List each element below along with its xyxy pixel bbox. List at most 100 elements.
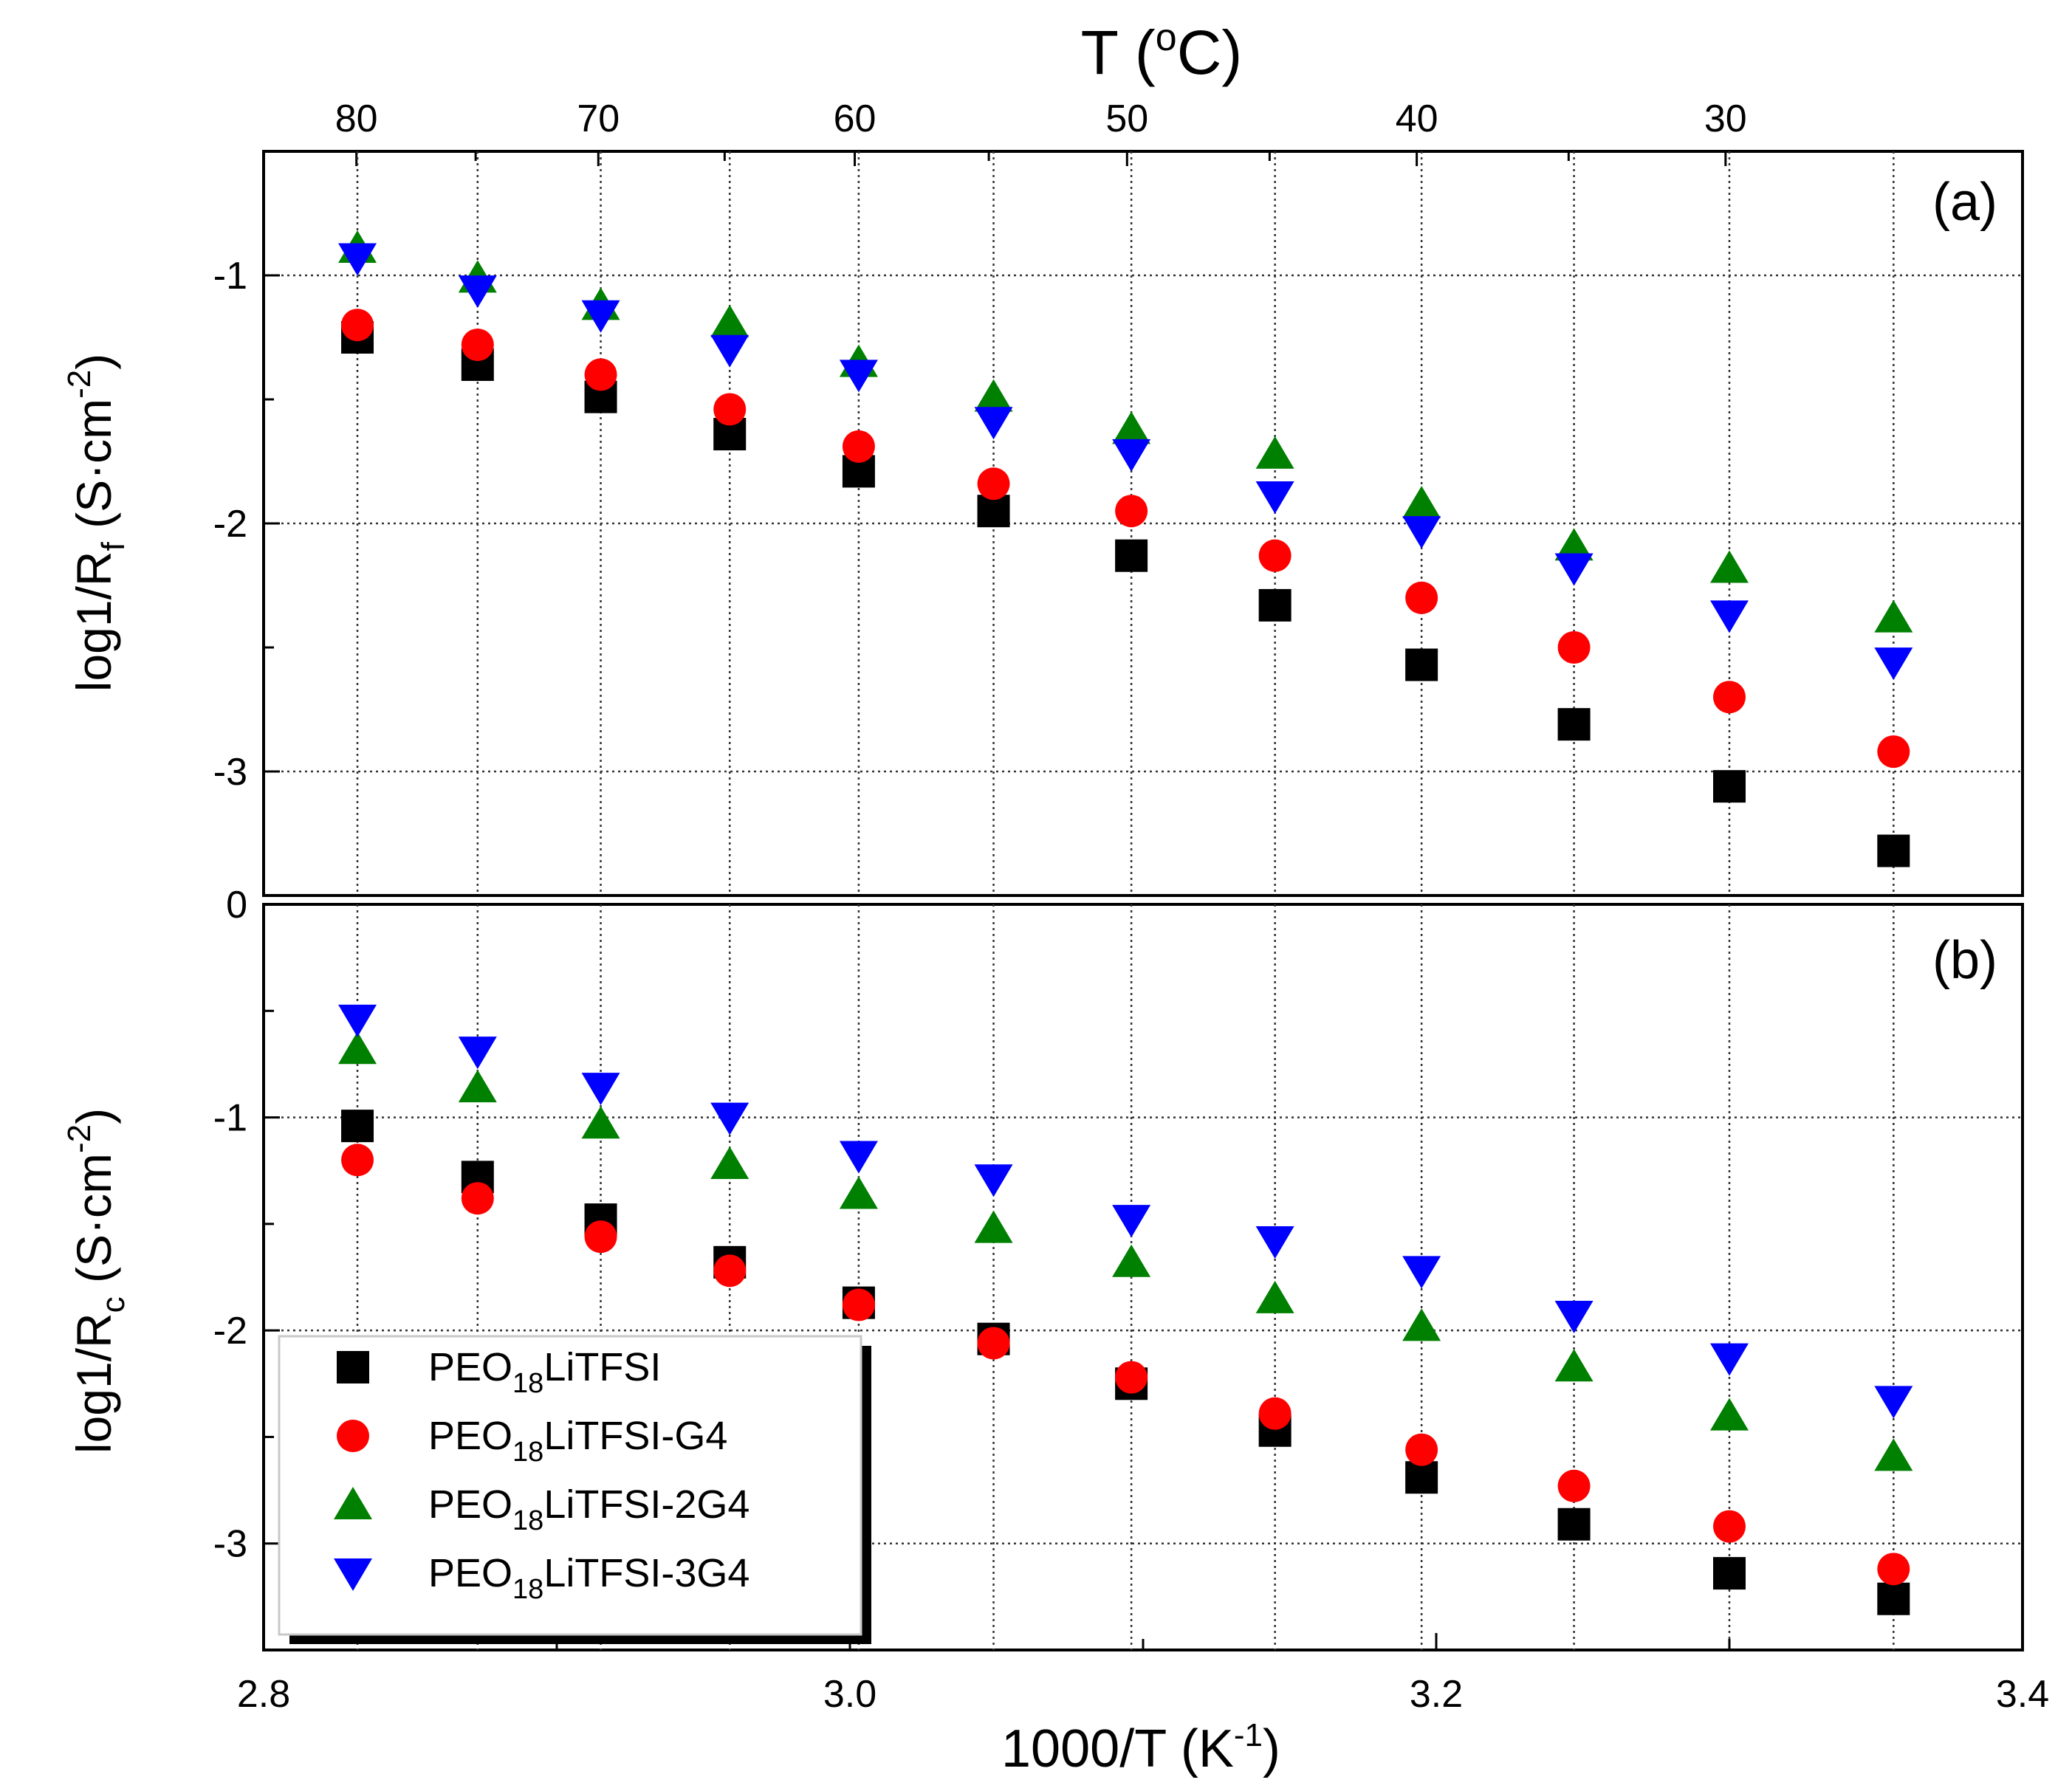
data-point-a-1 — [341, 309, 374, 342]
x-axis-title: 1000/T (K-1) — [1001, 1717, 1280, 1778]
data-point-a-3 — [338, 243, 377, 276]
data-point-a-2 — [974, 379, 1013, 412]
legend-marker — [334, 1487, 372, 1519]
y-tick-label: -3 — [213, 1523, 247, 1566]
data-point-b-3 — [1554, 1300, 1594, 1333]
data-point-b-1 — [842, 1288, 875, 1321]
data-point-a-1 — [461, 329, 494, 362]
data-point-b-2 — [974, 1210, 1013, 1243]
data-point-a-3 — [1554, 553, 1594, 586]
top-tick-label: 80 — [335, 97, 378, 140]
data-point-a-2 — [1255, 436, 1294, 469]
data-point-a-3 — [710, 334, 749, 368]
data-point-b-2 — [1402, 1308, 1441, 1341]
data-point-a-3 — [974, 407, 1013, 440]
data-point-a-1 — [584, 358, 617, 391]
data-point-b-3 — [338, 1004, 377, 1037]
data-point-b-1 — [1557, 1469, 1591, 1502]
data-point-a-1 — [1877, 735, 1910, 769]
data-point-b-2 — [1112, 1244, 1151, 1277]
data-point-a-1 — [713, 393, 747, 426]
data-point-a-2 — [1402, 486, 1441, 519]
data-point-a-1 — [977, 467, 1010, 501]
data-point-a-1 — [1557, 631, 1591, 664]
data-point-a-0 — [1877, 834, 1910, 867]
legend: PEO18LiTFSI PEO18LiTFSI-G4 PEO18LiTFSI-2G4… — [278, 1335, 871, 1644]
data-point-b-2 — [581, 1106, 620, 1139]
data-point-a-2 — [710, 304, 749, 337]
panel-b-ylabel: log1/Rc (S·cm-2) — [61, 1108, 131, 1454]
data-point-a-1 — [1713, 681, 1746, 714]
data-point-b-2 — [839, 1176, 878, 1209]
data-point-b-3 — [974, 1164, 1013, 1197]
data-point-b-2 — [458, 1070, 497, 1103]
data-point-b-3 — [1112, 1205, 1151, 1238]
data-point-a-2 — [1874, 599, 1913, 633]
data-point-b-1 — [977, 1327, 1010, 1360]
data-point-b-1 — [713, 1254, 747, 1288]
y-tick-label: 0 — [226, 884, 247, 927]
data-point-a-3 — [581, 300, 620, 333]
legend-label: PEO18LiTFSI — [428, 1345, 661, 1399]
y-tick-label: -2 — [213, 1310, 247, 1352]
axis-ticks: 2.8 3.0 3.2 3.4 -1 -2 -3 0 -1 -2 -3 — [213, 150, 2049, 1716]
legend-box — [278, 1335, 862, 1636]
legend-label: PEO18LiTFSI-G4 — [428, 1414, 727, 1468]
data-point-a-0 — [1713, 770, 1746, 803]
data-point-a-2 — [1112, 411, 1151, 444]
y-tick-label: -1 — [213, 255, 247, 298]
data-point-b-3 — [710, 1102, 749, 1135]
data-point-b-3 — [458, 1037, 497, 1070]
data-point-b-0 — [1557, 1508, 1591, 1541]
data-point-b-0 — [1405, 1461, 1438, 1494]
data-point-b-2 — [1255, 1280, 1294, 1313]
data-point-a-1 — [842, 430, 875, 463]
y-tick-label: -1 — [213, 1097, 247, 1140]
x-tick-label: 3.2 — [1410, 1673, 1463, 1716]
data-point-a-3 — [839, 360, 878, 393]
y-tick-label: -3 — [213, 751, 247, 794]
x-tick-label: 3.4 — [1996, 1673, 2049, 1716]
top-tick-label: 50 — [1105, 97, 1148, 140]
legend-label: PEO18LiTFSI-2G4 — [428, 1482, 749, 1536]
data-point-a-3 — [458, 275, 497, 309]
data-point-a-2 — [1710, 550, 1749, 583]
x-tick-label: 3.0 — [823, 1673, 877, 1716]
legend-label: PEO18LiTFSI-3G4 — [428, 1551, 749, 1605]
data-point-a-0 — [1405, 648, 1438, 681]
top-tick-label: 70 — [577, 97, 620, 140]
data-point-b-1 — [1258, 1397, 1291, 1430]
data-point-b-2 — [1710, 1398, 1749, 1431]
data-point-a-3 — [1112, 439, 1151, 472]
data-point-a-1 — [1258, 539, 1291, 572]
data-point-b-1 — [461, 1182, 494, 1215]
legend-marker — [337, 1351, 369, 1383]
data-point-a-0 — [1258, 588, 1291, 622]
data-point-a-3 — [1255, 481, 1294, 515]
data-point-b-1 — [1877, 1553, 1910, 1586]
y-tick-label: -2 — [213, 503, 247, 546]
data-point-a-3 — [1710, 600, 1749, 633]
data-point-b-3 — [1402, 1256, 1441, 1289]
data-point-b-3 — [839, 1141, 878, 1174]
data-point-a-1 — [1405, 581, 1438, 614]
x-tick-label: 2.8 — [237, 1673, 290, 1716]
panel-a-label: (a) — [1932, 173, 1997, 232]
data-point-b-1 — [1713, 1510, 1746, 1543]
data-point-b-2 — [1554, 1349, 1594, 1382]
top-axis-title: T (oC) — [1081, 16, 1243, 87]
data-point-b-3 — [1255, 1225, 1294, 1259]
data-point-b-3 — [1710, 1343, 1749, 1376]
data-point-b-3 — [1874, 1386, 1913, 1419]
data-point-b-1 — [1405, 1433, 1438, 1466]
data-point-b-3 — [581, 1073, 620, 1106]
data-point-a-3 — [1874, 647, 1913, 681]
data-point-b-2 — [1874, 1438, 1913, 1471]
data-markers — [338, 230, 1913, 1615]
panel-a-ylabel: log1/Rf (S·cm-2) — [61, 354, 131, 692]
data-point-a-0 — [1557, 708, 1591, 741]
legend-marker — [337, 1420, 369, 1452]
top-tick-label: 40 — [1396, 97, 1438, 140]
data-point-b-1 — [341, 1144, 374, 1177]
